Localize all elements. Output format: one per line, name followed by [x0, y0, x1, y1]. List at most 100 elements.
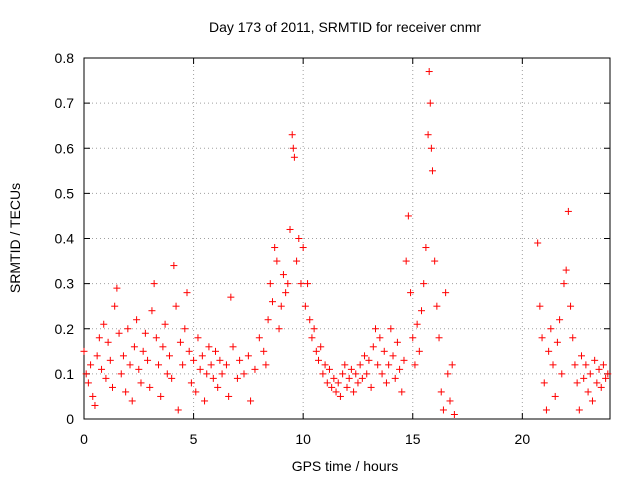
data-point — [284, 280, 292, 288]
data-point — [297, 280, 305, 288]
data-point — [288, 131, 296, 139]
data-point — [299, 244, 307, 252]
data-point — [255, 334, 263, 342]
data-point — [367, 383, 375, 391]
data-point — [374, 361, 382, 369]
data-point — [558, 370, 566, 378]
data-point — [547, 325, 555, 333]
y-tick-label: 0.2 — [55, 321, 75, 337]
data-point — [328, 383, 336, 391]
y-tick-label: 0.1 — [55, 366, 75, 382]
data-point — [404, 212, 412, 220]
data-point — [595, 365, 603, 373]
data-point — [442, 289, 450, 297]
data-point — [553, 338, 561, 346]
data-point — [290, 153, 298, 161]
data-point — [306, 316, 314, 324]
data-point — [128, 397, 136, 405]
data-point — [187, 379, 195, 387]
data-point — [190, 356, 198, 364]
data-point — [152, 334, 160, 342]
data-point — [312, 347, 320, 355]
data-point — [172, 302, 180, 310]
data-point — [82, 370, 90, 378]
data-point — [545, 347, 553, 355]
data-point — [282, 289, 290, 297]
data-point — [599, 361, 607, 369]
data-point — [227, 293, 235, 301]
data-point — [433, 302, 441, 310]
data-point — [426, 99, 434, 107]
data-point — [130, 343, 138, 351]
data-point — [194, 334, 202, 342]
data-point — [157, 392, 165, 400]
data-point — [161, 320, 169, 328]
data-point — [168, 374, 176, 382]
data-point — [207, 361, 215, 369]
data-point — [264, 316, 272, 324]
data-point — [165, 352, 173, 360]
data-point — [332, 388, 340, 396]
data-point — [216, 356, 224, 364]
data-point — [212, 347, 219, 355]
data-point — [382, 379, 390, 387]
data-point — [428, 167, 436, 175]
data-point — [137, 379, 145, 387]
data-point — [602, 374, 610, 382]
data-point — [427, 144, 435, 152]
data-point — [413, 320, 421, 328]
data-point — [271, 244, 279, 252]
data-point — [229, 343, 237, 351]
data-point — [584, 388, 592, 396]
data-point — [233, 374, 241, 382]
data-point — [385, 361, 393, 369]
data-point — [275, 325, 283, 333]
data-point — [378, 370, 386, 378]
data-point — [418, 307, 426, 315]
data-point — [124, 325, 132, 333]
data-point — [343, 383, 351, 391]
data-point — [369, 343, 377, 351]
data-point — [571, 361, 579, 369]
data-point — [98, 365, 106, 373]
data-point — [422, 244, 430, 252]
data-point — [444, 370, 452, 378]
data-point — [113, 284, 121, 292]
data-point — [183, 289, 191, 297]
data-point — [266, 280, 274, 288]
data-point — [562, 266, 570, 274]
data-point — [95, 334, 103, 342]
data-point — [310, 325, 318, 333]
data-point — [569, 334, 577, 342]
data-point — [560, 280, 568, 288]
data-point — [424, 131, 432, 139]
data-point — [308, 334, 316, 342]
data-point — [415, 347, 423, 355]
data-point — [334, 379, 342, 387]
data-point — [538, 334, 546, 342]
data-point — [588, 397, 596, 405]
data-point — [198, 352, 206, 360]
data-point — [542, 406, 550, 414]
data-point — [304, 280, 312, 288]
data-point — [580, 374, 588, 382]
data-point — [325, 365, 333, 373]
x-tick-label: 15 — [405, 431, 421, 447]
data-point — [111, 302, 119, 310]
data-point — [336, 392, 344, 400]
data-point — [146, 383, 154, 391]
data-point — [179, 361, 187, 369]
data-point — [89, 392, 97, 400]
data-points — [80, 68, 612, 418]
data-point — [104, 338, 112, 346]
chart-title: Day 173 of 2011, SRMTID for receiver cnm… — [209, 19, 481, 35]
data-point — [437, 388, 445, 396]
data-point — [225, 392, 233, 400]
data-point — [260, 347, 268, 355]
data-point — [163, 370, 171, 378]
data-point — [534, 239, 542, 247]
data-point — [323, 379, 331, 387]
data-point — [236, 356, 244, 364]
data-point — [148, 307, 156, 315]
